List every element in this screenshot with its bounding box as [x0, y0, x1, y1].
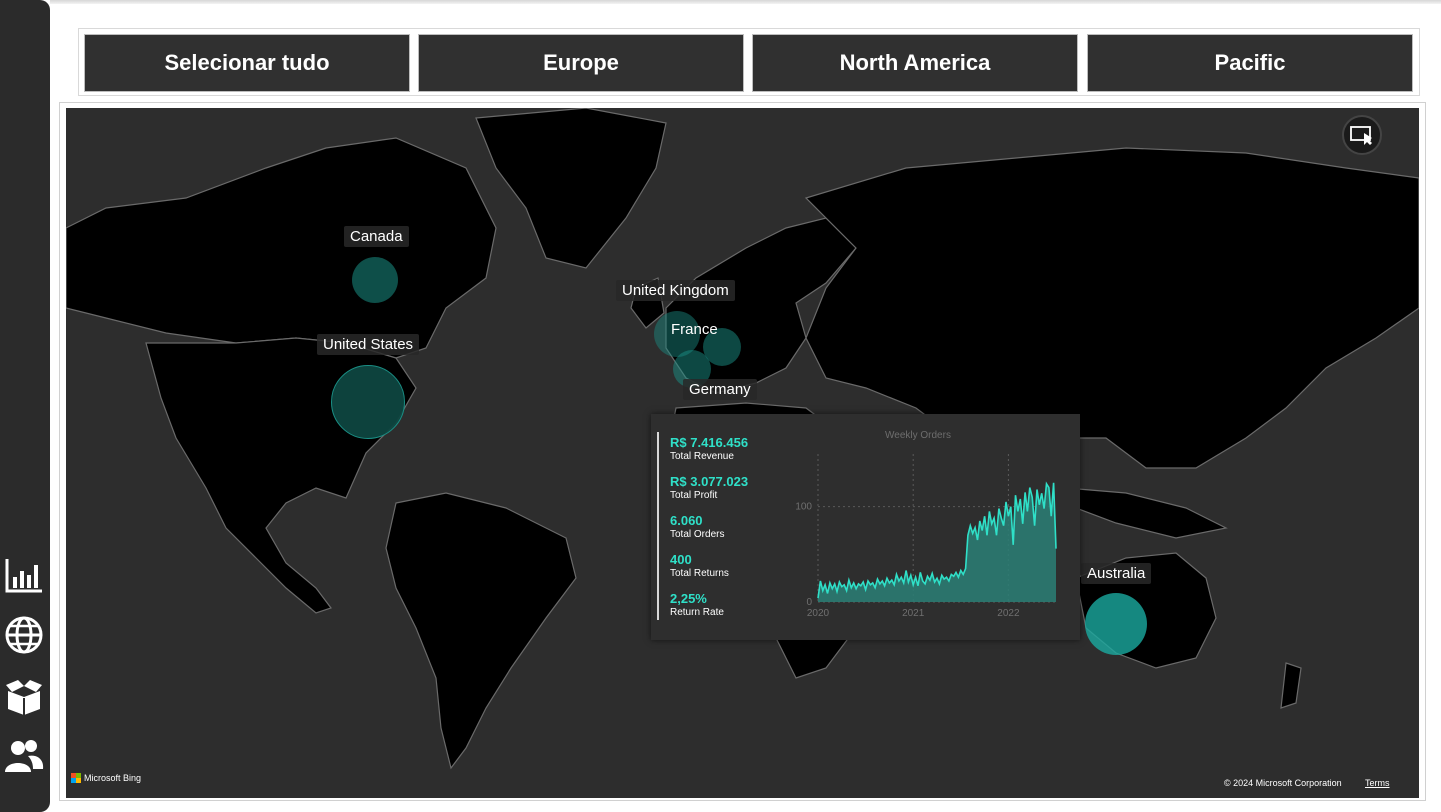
slicer-north-america-button[interactable]: North America: [752, 34, 1078, 92]
world-landmass: [66, 108, 1419, 770]
y-tick-label: 0: [806, 597, 812, 608]
kpi-value: 400: [670, 552, 692, 567]
bing-attribution: Microsoft Bing: [71, 773, 141, 783]
bar-chart-icon[interactable]: [4, 555, 44, 595]
kpi-label: Total Orders: [670, 529, 725, 540]
slicer-europe-button[interactable]: Europe: [418, 34, 744, 92]
kpi-divider: [657, 432, 659, 620]
kpi-label: Total Revenue: [670, 451, 734, 462]
map-terms-link[interactable]: Terms: [1365, 778, 1390, 788]
kpi-return-rate: 2,25% Return Rate: [670, 591, 724, 619]
top-border: [50, 0, 1441, 4]
select-cursor-icon: [1350, 126, 1372, 145]
box-icon[interactable]: [4, 677, 44, 717]
kpi-value: 2,25%: [670, 591, 707, 606]
series-line: [817, 481, 1057, 599]
label-united-kingdom: United Kingdom: [616, 280, 735, 301]
x-tick-label: 2021: [902, 608, 925, 619]
bubble-united-states[interactable]: [331, 365, 405, 439]
chart-title: Weekly Orders: [885, 430, 951, 441]
microsoft-logo-icon: [71, 773, 81, 783]
kpi-label: Return Rate: [670, 607, 724, 618]
kpi-total-returns: 400 Total Returns: [670, 552, 729, 580]
bubble-canada[interactable]: [352, 257, 398, 303]
users-icon[interactable]: [4, 736, 44, 776]
label-canada: Canada: [344, 226, 409, 247]
x-tick-label: 2020: [807, 608, 830, 619]
globe-icon[interactable]: [4, 615, 44, 655]
slicer-pacific-button[interactable]: Pacific: [1087, 34, 1413, 92]
kpi-label: Total Returns: [670, 568, 729, 579]
region-slicer: Selecionar tudo Europe North America Pac…: [78, 28, 1420, 96]
label-france: France: [671, 321, 718, 338]
label-australia: Australia: [1081, 563, 1152, 584]
kpi-label: Total Profit: [670, 490, 718, 501]
label-united-states: United States: [317, 334, 420, 355]
kpi-value: R$ 7.416.456: [670, 435, 749, 450]
map-selection-tool-button[interactable]: [1342, 115, 1382, 155]
series-area: [818, 482, 1056, 602]
kpi-total-orders: 6.060 Total Orders: [670, 513, 724, 541]
bubble-australia[interactable]: [1085, 593, 1147, 655]
y-tick-label: 100: [795, 502, 812, 513]
label-germany: Germany: [683, 379, 757, 400]
kpi-value: R$ 3.077.023: [670, 474, 749, 489]
kpi-total-profit: R$ 3.077.023 Total Profit: [670, 474, 748, 502]
slicer-select-all-button[interactable]: Selecionar tudo: [84, 34, 410, 92]
kpi-total-revenue: R$ 7.416.456 Total Revenue: [670, 435, 748, 463]
bing-label: Microsoft Bing: [84, 773, 142, 783]
x-tick-label: 2022: [997, 608, 1020, 619]
map-copyright: © 2024 Microsoft Corporation: [1224, 778, 1342, 788]
map-tooltip: R$ 7.416.456 Total Revenue R$ 3.077.023 …: [651, 414, 1080, 640]
sidebar: [0, 0, 50, 812]
weekly-orders-chart: 0 100 2020 2021 2022: [795, 454, 1057, 619]
bubble-germany[interactable]: [703, 328, 741, 366]
world-map[interactable]: Canada United States United Kingdom Fran…: [66, 108, 1419, 798]
kpi-value: 6.060: [670, 513, 703, 528]
bubble-united-kingdom[interactable]: [654, 311, 700, 357]
